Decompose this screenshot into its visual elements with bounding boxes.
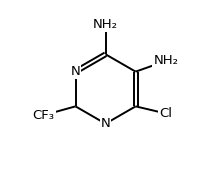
- Text: N: N: [71, 65, 80, 78]
- Text: CF₃: CF₃: [32, 109, 54, 122]
- Text: NH₂: NH₂: [93, 17, 118, 31]
- Text: NH₂: NH₂: [153, 54, 178, 67]
- Text: Cl: Cl: [159, 107, 172, 120]
- Text: N: N: [101, 117, 110, 130]
